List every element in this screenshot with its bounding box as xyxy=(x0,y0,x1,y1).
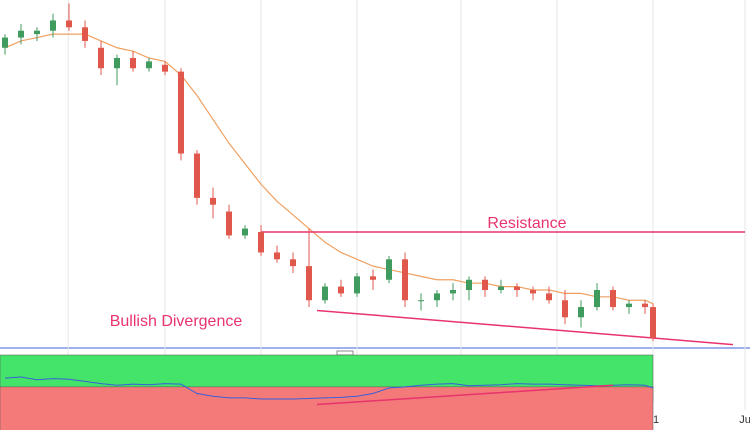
divergence-label: Bullish Divergence xyxy=(110,313,243,330)
candle-body xyxy=(402,259,408,301)
candle-body xyxy=(650,307,656,338)
candle-body xyxy=(82,27,88,41)
candle-body xyxy=(50,20,56,31)
rsi-divergence-line xyxy=(316,384,614,406)
rsi-line xyxy=(4,376,654,400)
rsi-zone xyxy=(0,386,654,430)
candle-body xyxy=(370,276,376,280)
ema-line xyxy=(4,33,654,305)
candle-body xyxy=(34,30,40,35)
candle-body xyxy=(98,47,104,69)
candle-body xyxy=(274,252,280,260)
candle-body xyxy=(210,197,216,205)
candle-body xyxy=(322,286,328,301)
candle-body xyxy=(530,290,536,294)
candle-body xyxy=(178,71,184,154)
candle-body xyxy=(594,290,600,308)
candle-body xyxy=(306,266,312,301)
x-tick-label: Ju xyxy=(739,414,750,426)
trend-line xyxy=(316,309,734,346)
candle-body xyxy=(66,20,72,28)
candle-body xyxy=(546,293,552,301)
candle-body xyxy=(242,228,248,236)
candle-body xyxy=(642,303,648,308)
candle-body xyxy=(130,58,136,69)
candle-body xyxy=(18,30,24,38)
candle-body xyxy=(354,276,360,294)
candle-body xyxy=(562,300,568,318)
resistance-label: Resistance xyxy=(487,215,566,232)
candle-body xyxy=(386,259,392,280)
candle-body xyxy=(162,64,168,72)
candle-body xyxy=(290,259,296,267)
candle-body xyxy=(194,153,200,198)
candle-body xyxy=(146,61,152,69)
candle-body xyxy=(258,232,264,253)
candle-body xyxy=(418,300,424,302)
candle-body xyxy=(482,279,488,290)
resize-handle[interactable] xyxy=(336,350,354,356)
candle-body xyxy=(514,286,520,290)
candle-body xyxy=(338,286,344,294)
candle-body xyxy=(578,307,584,318)
candle-body xyxy=(450,290,456,294)
candle-body xyxy=(114,58,120,69)
candle-body xyxy=(226,211,232,236)
candle-body xyxy=(466,279,472,290)
candle-body xyxy=(498,286,504,290)
candle-body xyxy=(610,290,616,308)
candle-body xyxy=(434,293,440,301)
candle-body xyxy=(626,303,632,308)
candle-body xyxy=(2,37,8,48)
